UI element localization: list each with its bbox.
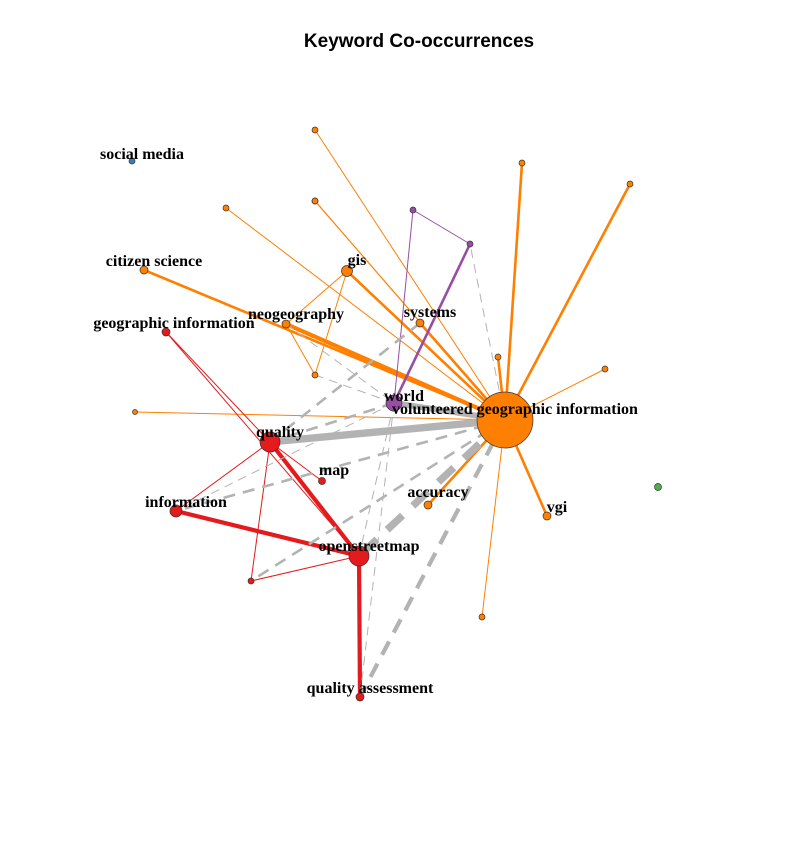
node-u_g1 xyxy=(654,483,662,491)
edge-osm-u_r1 xyxy=(250,555,360,582)
node-label-gis: gis xyxy=(348,252,367,269)
edge-vgi-qa xyxy=(358,419,507,698)
edge-neogeo-u_o11 xyxy=(285,323,316,376)
node-label-systems: systems xyxy=(404,304,456,321)
node-accuracy xyxy=(423,500,433,510)
node-u_o8 xyxy=(132,409,138,415)
edge-world-u_o11 xyxy=(314,374,395,404)
node-social xyxy=(128,157,136,165)
edge-quality-osm xyxy=(268,440,361,558)
node-neogeo xyxy=(281,319,291,329)
node-label-geoinfo: geographic information xyxy=(93,315,254,332)
node-vgi xyxy=(476,391,534,449)
node-quality xyxy=(259,431,281,453)
node-u_o1 xyxy=(311,126,319,134)
edge-world-osm xyxy=(358,402,395,557)
node-label-world: world xyxy=(384,388,424,405)
node-osm xyxy=(348,545,370,567)
edge-osm-information xyxy=(175,508,360,559)
edge-u_p1-world xyxy=(393,209,414,404)
edge-systems-quality xyxy=(269,321,421,444)
edge-u_p1-u_p2 xyxy=(412,209,471,245)
chart-title: Keyword Co-occurrences xyxy=(304,31,534,52)
node-label-vgi2: vgi xyxy=(547,499,568,516)
labels-layer: volunteered geographic information openst… xyxy=(93,146,638,697)
edges-layer xyxy=(134,129,632,698)
node-u_o11 xyxy=(311,371,319,379)
node-qa xyxy=(355,692,365,702)
edge-gis-neogeo xyxy=(285,270,348,325)
node-u_o10 xyxy=(311,197,319,205)
edge-world-qa xyxy=(359,402,395,698)
node-label-accuracy: accuracy xyxy=(407,484,468,501)
edge-vgi-gis xyxy=(346,270,506,421)
edge-vgi-u_o8 xyxy=(134,411,506,421)
node-map xyxy=(318,477,326,485)
edge-neogeo-world xyxy=(285,323,395,404)
node-gis xyxy=(341,265,353,277)
node-label-osm: openstreetmap xyxy=(318,538,419,555)
edge-u_p2-world xyxy=(392,243,472,404)
node-world xyxy=(385,394,403,412)
edge-vgi-u_o4 xyxy=(225,207,506,421)
edge-vgi-information xyxy=(175,418,506,513)
node-label-neogeo: neogeography xyxy=(248,306,344,323)
edge-gis-u_o11 xyxy=(314,270,348,376)
edge-quality-u_r1 xyxy=(250,441,271,582)
edge-quality-information xyxy=(175,441,271,512)
edge-vgi-quality xyxy=(269,416,506,446)
edge-world-information xyxy=(175,402,395,512)
node-u_o3 xyxy=(626,180,634,188)
edge-quality-geoinfo xyxy=(165,331,271,443)
edge-vgi-u_o9 xyxy=(481,419,506,618)
node-u_p2 xyxy=(466,240,474,248)
node-label-information: information xyxy=(145,494,227,511)
node-label-qa: quality assessment xyxy=(307,680,434,697)
node-label-map: map xyxy=(319,462,349,479)
node-label-citizen: citizen science xyxy=(106,253,202,270)
nodes-layer xyxy=(128,126,662,702)
node-u_o9 xyxy=(478,613,486,621)
node-label-quality: quality xyxy=(256,424,304,441)
edge-vgi-u_o2 xyxy=(503,162,524,421)
node-u_o6 xyxy=(494,353,502,361)
edge-vgi-u_r1 xyxy=(250,418,506,583)
node-geoinfo xyxy=(161,327,171,337)
node-label-vgi: volunteered geographic information xyxy=(392,401,638,418)
node-u_o7 xyxy=(601,365,609,373)
node-systems xyxy=(415,318,425,328)
edge-osm-qa xyxy=(356,555,363,698)
node-u_o2 xyxy=(518,159,526,167)
edge-world-quality xyxy=(269,401,395,444)
node-vgi2 xyxy=(542,511,552,521)
node-information xyxy=(169,504,183,518)
node-u_r1 xyxy=(247,577,255,585)
edge-quality-map xyxy=(269,441,323,482)
node-u_o4 xyxy=(222,204,230,212)
node-citizen xyxy=(139,265,149,275)
edge-vgi-u_o3 xyxy=(503,183,632,421)
node-u_p1 xyxy=(409,206,417,214)
node-label-social: social media xyxy=(100,146,184,163)
edge-vgi-u_o1 xyxy=(314,129,506,421)
